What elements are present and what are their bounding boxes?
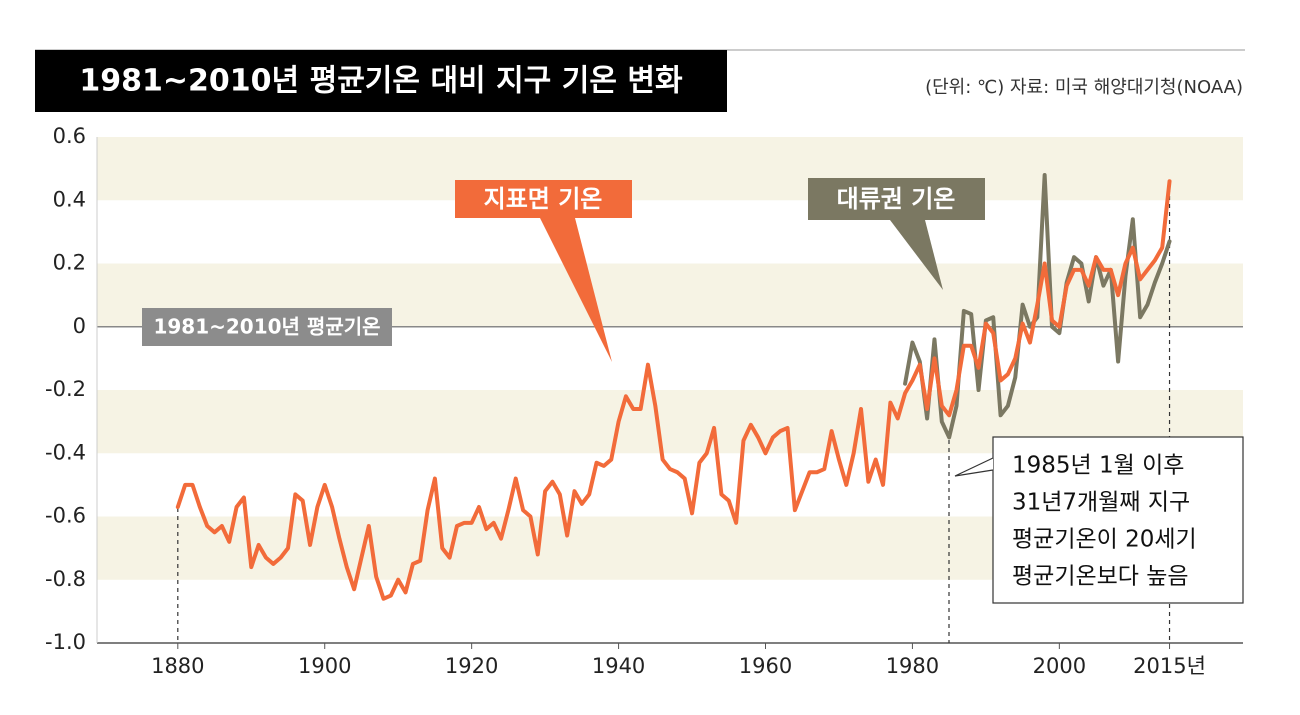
callout-pointer	[954, 457, 994, 477]
series-label: 지표면 기온	[484, 185, 603, 213]
subtitle: (단위: ℃) 자료: 미국 해양대기청(NOAA)	[925, 77, 1243, 98]
callout-box	[992, 436, 1244, 604]
x-tick-label: 1880	[151, 654, 204, 678]
plot: -1.0 -0.8 -0.6 -0.4 -0.2 0 0.2 0.4 0.6 1880 1900 19…	[45, 124, 1243, 678]
callout-line: 31년7개월째 지구	[1012, 490, 1190, 516]
chart-title: 1981~2010년 평균기온 대비 지구 기온 변화	[79, 64, 683, 99]
callout-line: 평균기온보다 높음	[1012, 564, 1189, 590]
x-tick-label: 2000	[1033, 654, 1086, 678]
pointer	[890, 220, 943, 290]
pointer	[540, 218, 612, 362]
y-tick-label: 0.4	[53, 187, 86, 211]
x-tick-label: 1980	[886, 654, 939, 678]
y-tick-label: -1.0	[45, 630, 86, 654]
callout-line: 평균기온이 20세기	[1012, 527, 1197, 553]
series-line	[903, 172, 1172, 440]
series-label-box	[455, 180, 632, 218]
y-tick-label: -0.8	[45, 567, 86, 591]
series-label: 대류권 기온	[837, 185, 956, 213]
series-label-box	[808, 178, 985, 220]
y-tick-label: -0.2	[45, 377, 86, 401]
y-tick-label: 0.6	[53, 124, 86, 148]
y-tick-label: 0	[73, 314, 86, 338]
x-tick-label: 1920	[445, 654, 498, 678]
y-tick-label: 0.2	[53, 251, 86, 275]
x-tick-label: 1900	[298, 654, 351, 678]
callout-line: 1985년 1월 이후	[1012, 453, 1184, 479]
title-bar	[35, 50, 727, 112]
grid-band	[97, 137, 1243, 201]
series-line	[175, 179, 1172, 601]
x-tick-label: 2015년	[1133, 654, 1206, 678]
annotations: 1981~2010년 평균기온 지표면 기온 대류권 기온 1985년 1월 이…	[142, 178, 1244, 643]
y-tick-label: -0.6	[45, 504, 86, 528]
x-tick-label: 1940	[592, 654, 645, 678]
x-tick-label: 1960	[739, 654, 792, 678]
baseline-label: 1981~2010년 평균기온	[153, 315, 380, 339]
baseline-label-box	[142, 308, 392, 346]
y-tick-label: -0.4	[45, 440, 86, 464]
